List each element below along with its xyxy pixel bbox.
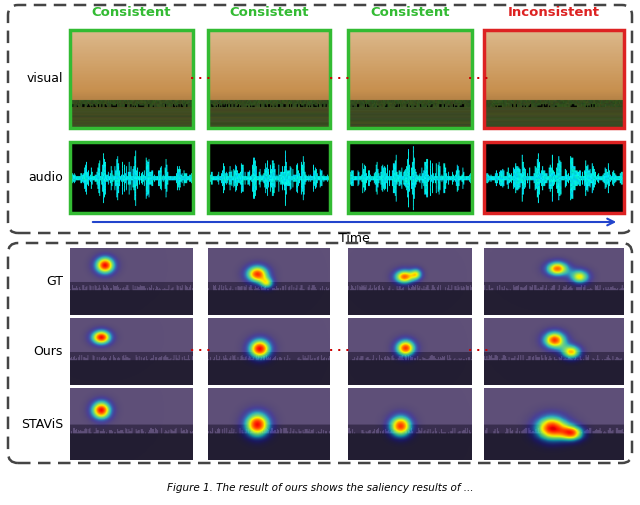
Text: Time: Time xyxy=(339,232,370,245)
Text: STAViS: STAViS xyxy=(20,418,63,430)
Text: GT: GT xyxy=(46,275,63,288)
Text: · · ·: · · · xyxy=(468,346,488,357)
Text: visual: visual xyxy=(26,73,63,85)
Bar xyxy=(348,30,472,128)
Text: Consistent: Consistent xyxy=(92,7,172,20)
Bar xyxy=(348,142,472,213)
Text: · · ·: · · · xyxy=(190,74,211,84)
Bar xyxy=(208,142,330,213)
Text: · · ·: · · · xyxy=(329,74,349,84)
Bar xyxy=(208,30,330,128)
Text: Consistent: Consistent xyxy=(229,7,308,20)
Text: · · ·: · · · xyxy=(190,346,211,357)
Text: Consistent: Consistent xyxy=(371,7,450,20)
Text: · · ·: · · · xyxy=(468,74,488,84)
Bar xyxy=(484,30,624,128)
Text: · · ·: · · · xyxy=(329,346,349,357)
Bar xyxy=(484,142,624,213)
Text: audio: audio xyxy=(28,171,63,184)
Bar xyxy=(70,30,193,128)
Bar xyxy=(70,142,193,213)
Text: Figure 1. The result of ours shows the saliency results of ...: Figure 1. The result of ours shows the s… xyxy=(167,483,473,493)
Text: Ours: Ours xyxy=(34,345,63,358)
Text: Inconsistent: Inconsistent xyxy=(508,7,600,20)
